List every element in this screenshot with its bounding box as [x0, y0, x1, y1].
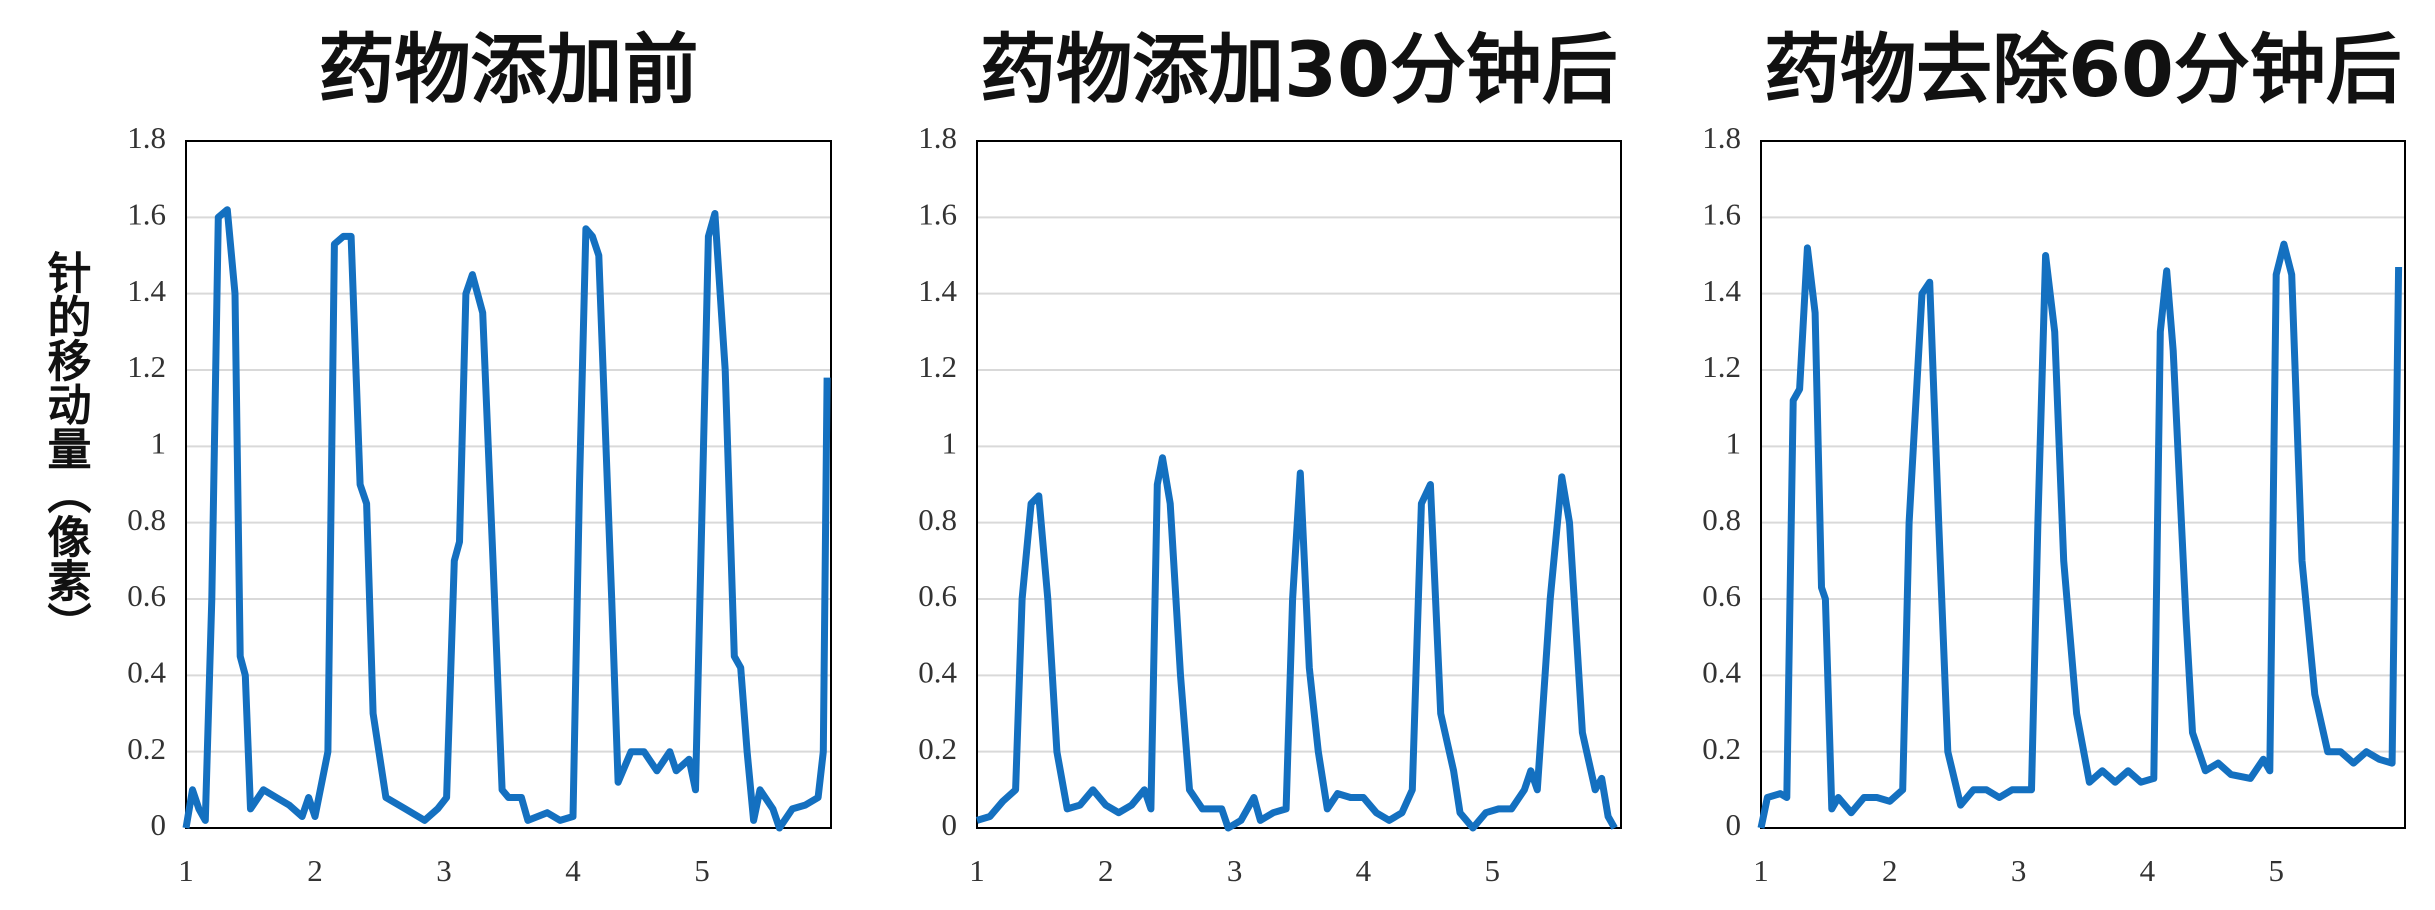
- plot-frame: [1760, 140, 2406, 829]
- y-tick-label: 1: [1726, 425, 1742, 460]
- y-tick-label: 1.4: [918, 273, 957, 308]
- y-tick-label: 0.8: [1702, 502, 1741, 537]
- y-tick-label: 0.6: [1702, 578, 1741, 613]
- x-tick-label: 3: [2011, 853, 2027, 888]
- y-tick-label: 1.6: [127, 196, 166, 231]
- x-tick-label: 1: [969, 853, 985, 888]
- y-tick-label: 0.8: [918, 502, 957, 537]
- plot-frame: [185, 140, 832, 829]
- x-tick-label: 5: [2268, 853, 2284, 888]
- y-tick-label: 1.8: [918, 120, 957, 155]
- y-tick-label: 0.4: [1702, 654, 1741, 689]
- y-tick-label: 1.2: [127, 349, 166, 384]
- y-tick-label: 0.4: [127, 654, 166, 689]
- y-tick-label: 1: [942, 425, 958, 460]
- data-line: [975, 454, 1618, 832]
- chart-title: 药物添加30分钟后: [980, 25, 1618, 114]
- data-line: [1757, 240, 2403, 829]
- x-tick-label: 5: [1484, 853, 1500, 888]
- y-tick-label: 1.2: [918, 349, 957, 384]
- x-tick-label: 5: [694, 853, 710, 888]
- y-axis-label: 针的移动量（像素）: [40, 250, 92, 646]
- x-tick-label: 1: [178, 853, 194, 888]
- y-tick-label: 0.4: [918, 654, 957, 689]
- x-tick-label: 4: [2140, 853, 2156, 888]
- x-tick-label: 2: [307, 853, 323, 888]
- y-tick-label: 1.4: [127, 273, 166, 308]
- y-tick-label: 0.2: [918, 731, 957, 766]
- x-tick-label: 4: [1356, 853, 1372, 888]
- x-tick-label: 3: [436, 853, 452, 888]
- chart-title: 药物添加前: [319, 25, 699, 114]
- x-tick-label: 3: [1227, 853, 1243, 888]
- y-tick-label: 0: [942, 807, 958, 842]
- x-tick-label: 4: [565, 853, 581, 888]
- y-tick-label: 1.2: [1702, 349, 1741, 384]
- y-tick-label: 1.6: [918, 196, 957, 231]
- y-tick-label: 1.8: [1702, 120, 1741, 155]
- y-tick-label: 0.6: [918, 578, 957, 613]
- x-tick-label: 2: [1098, 853, 1114, 888]
- y-tick-label: 0.2: [1702, 731, 1741, 766]
- y-tick-label: 0: [151, 807, 167, 842]
- y-tick-label: 1: [151, 425, 167, 460]
- chart-title: 药物去除60分钟后: [1764, 25, 2402, 114]
- y-tick-label: 1.8: [127, 120, 166, 155]
- y-tick-label: 0.2: [127, 731, 166, 766]
- y-tick-label: 1.4: [1702, 273, 1741, 308]
- x-tick-label: 1: [1753, 853, 1769, 888]
- y-tick-label: 0.8: [127, 502, 166, 537]
- data-line: [182, 206, 831, 832]
- y-tick-label: 0.6: [127, 578, 166, 613]
- x-tick-label: 2: [1882, 853, 1898, 888]
- y-tick-label: 0: [1726, 807, 1742, 842]
- plot-frame: [976, 140, 1622, 829]
- y-tick-label: 1.6: [1702, 196, 1741, 231]
